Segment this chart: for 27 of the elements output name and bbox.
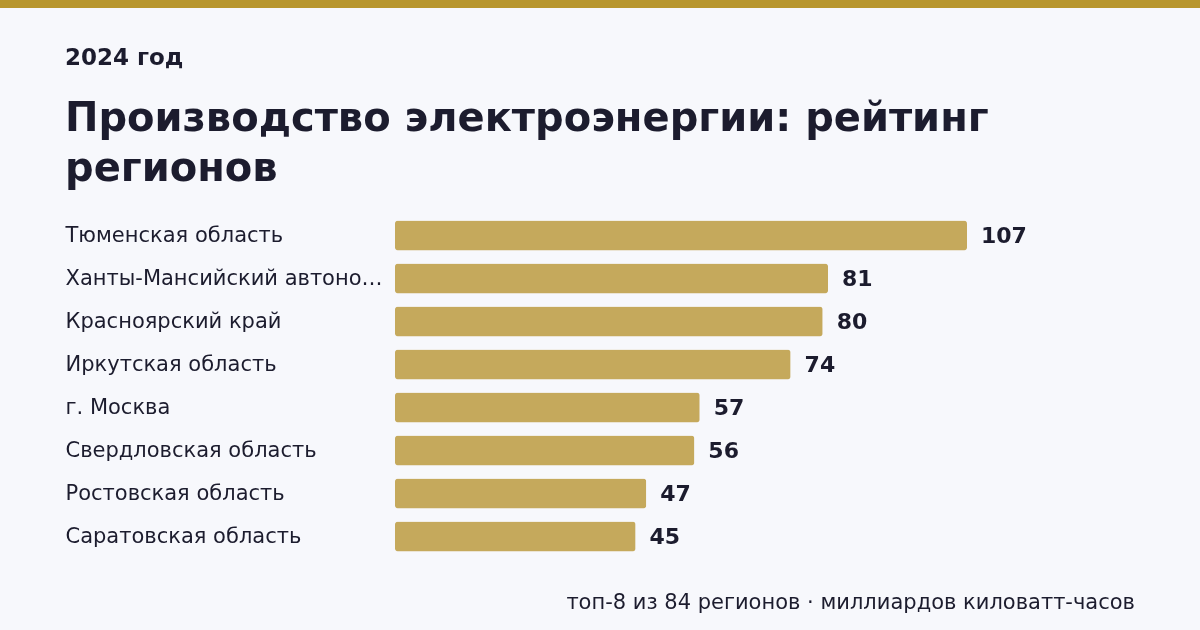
data-label: 45: [649, 523, 681, 549]
bar: [395, 478, 647, 509]
data-label: 56: [708, 437, 739, 463]
bar: [395, 220, 967, 251]
y-tick-label: г. Москва: [65, 394, 171, 419]
bar: [395, 521, 636, 552]
y-tick-label: Ханты-Мансийский автоно…: [65, 265, 383, 290]
bar: [395, 263, 829, 294]
bar: [395, 392, 700, 423]
chart-title: Производство электроэнергии: рейтинг регионов: [65, 93, 990, 192]
data-label: 74: [804, 351, 836, 377]
y-tick-label: Красноярский край: [65, 308, 282, 333]
data-label: 57: [713, 394, 745, 420]
data-label: 107: [981, 222, 1027, 248]
y-tick-label: Свердловская область: [65, 437, 317, 462]
y-tick-label: Иркутская область: [65, 351, 277, 376]
y-tick-label: Ростовская область: [65, 480, 285, 505]
bar: [395, 435, 695, 466]
bar: [395, 306, 823, 337]
bar: [395, 349, 791, 380]
data-label: 47: [660, 480, 691, 506]
y-tick-label: Саратовская область: [65, 523, 302, 548]
data-label: 81: [842, 265, 873, 291]
data-label: 80: [836, 308, 868, 334]
text: 2024 год: [65, 44, 184, 70]
text: топ-8 из 84 регионов · миллиардов киловатт-часов: [566, 590, 1135, 614]
y-tick-label: Тюменская область: [64, 222, 284, 247]
